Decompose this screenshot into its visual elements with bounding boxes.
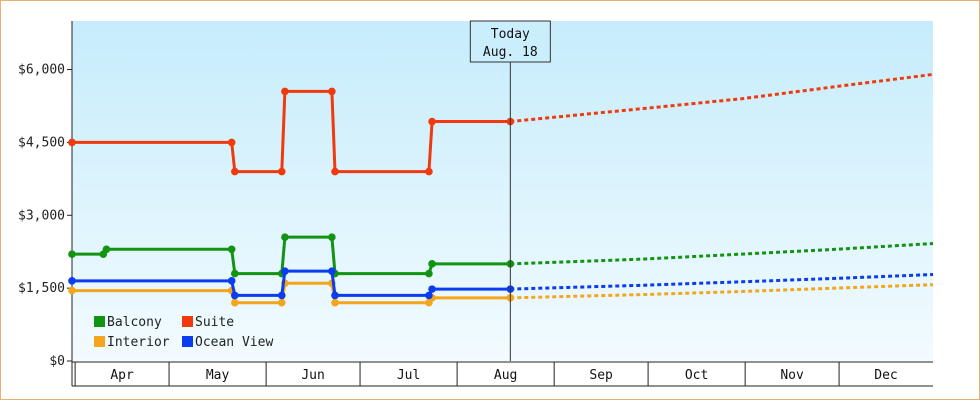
- data-point: [277, 298, 286, 307]
- series-forecast-line: [510, 72, 934, 123]
- today-box: [469, 20, 551, 63]
- x-axis: Apr May Jun Jul Aug Sep Oct Nov Dec: [71, 361, 933, 387]
- data-point: [331, 291, 339, 300]
- legend-label: Interior: [107, 335, 170, 350]
- data-point: [231, 269, 239, 278]
- data-point: [281, 267, 289, 275]
- legend-swatch: [182, 336, 193, 347]
- data-point: [428, 117, 436, 126]
- month-label: Jun: [301, 368, 324, 383]
- data-point: [102, 245, 111, 254]
- data-point: [328, 87, 336, 96]
- data-point: [227, 138, 236, 147]
- data-point: [281, 87, 289, 96]
- series-suite: [68, 72, 934, 176]
- plot-background: [72, 21, 933, 361]
- data-point: [281, 233, 289, 241]
- y-tick-label: $6,000: [18, 63, 65, 78]
- month-label: Apr: [110, 368, 134, 383]
- data-point: [68, 138, 76, 147]
- series-forecast-line: [510, 242, 934, 266]
- legend-label: Suite: [195, 315, 234, 330]
- data-point: [68, 286, 76, 295]
- data-point: [331, 298, 339, 307]
- data-point: [328, 233, 336, 241]
- data-point: [425, 269, 433, 278]
- legend-item: Suite: [182, 315, 234, 330]
- legend-item: Interior: [94, 335, 170, 350]
- data-point: [331, 167, 339, 176]
- series-lines: [68, 72, 934, 307]
- month-label: Dec: [874, 368, 897, 383]
- series-forecast-line: [510, 283, 934, 300]
- legend-item: Ocean View: [182, 335, 273, 350]
- data-point: [425, 167, 433, 176]
- today-marker: Today Aug. 18: [469, 20, 551, 361]
- legend-label: Ocean View: [195, 335, 273, 350]
- today-label: Today: [491, 27, 530, 42]
- month-label: May: [206, 368, 230, 383]
- data-point: [425, 291, 433, 300]
- month-label: Aug: [494, 368, 517, 383]
- data-point: [428, 285, 436, 293]
- y-tick-label: $0: [49, 354, 65, 369]
- y-axis: $0 $1,500 $3,000 $4,500 $6,000: [18, 21, 73, 369]
- series-forecast-line: [510, 273, 934, 291]
- today-date: Aug. 18: [483, 45, 538, 60]
- legend-swatch: [182, 316, 193, 327]
- data-point: [277, 291, 286, 300]
- data-point: [68, 277, 76, 285]
- legend: Balcony Suite Interior Ocean View: [94, 315, 273, 350]
- legend-swatch: [94, 336, 105, 347]
- data-point: [227, 277, 236, 285]
- data-point: [227, 245, 236, 254]
- month-label: Nov: [780, 368, 804, 383]
- month-label: Jul: [397, 368, 420, 383]
- series-ocean-view: [68, 267, 934, 300]
- y-tick-label: $3,000: [18, 208, 65, 223]
- data-point: [68, 250, 76, 258]
- data-point: [428, 260, 436, 268]
- y-tick-label: $4,500: [18, 135, 65, 150]
- month-label: Oct: [685, 368, 708, 383]
- data-point: [231, 291, 239, 300]
- month-label: Sep: [589, 368, 613, 383]
- legend-label: Balcony: [107, 315, 162, 330]
- data-point: [231, 167, 239, 176]
- data-point: [328, 267, 336, 275]
- data-point: [277, 167, 286, 176]
- data-point: [231, 298, 239, 307]
- series-line: [72, 89, 511, 174]
- legend-item: Balcony: [94, 315, 162, 330]
- legend-swatch: [94, 316, 105, 327]
- y-tick-label: $1,500: [18, 281, 65, 296]
